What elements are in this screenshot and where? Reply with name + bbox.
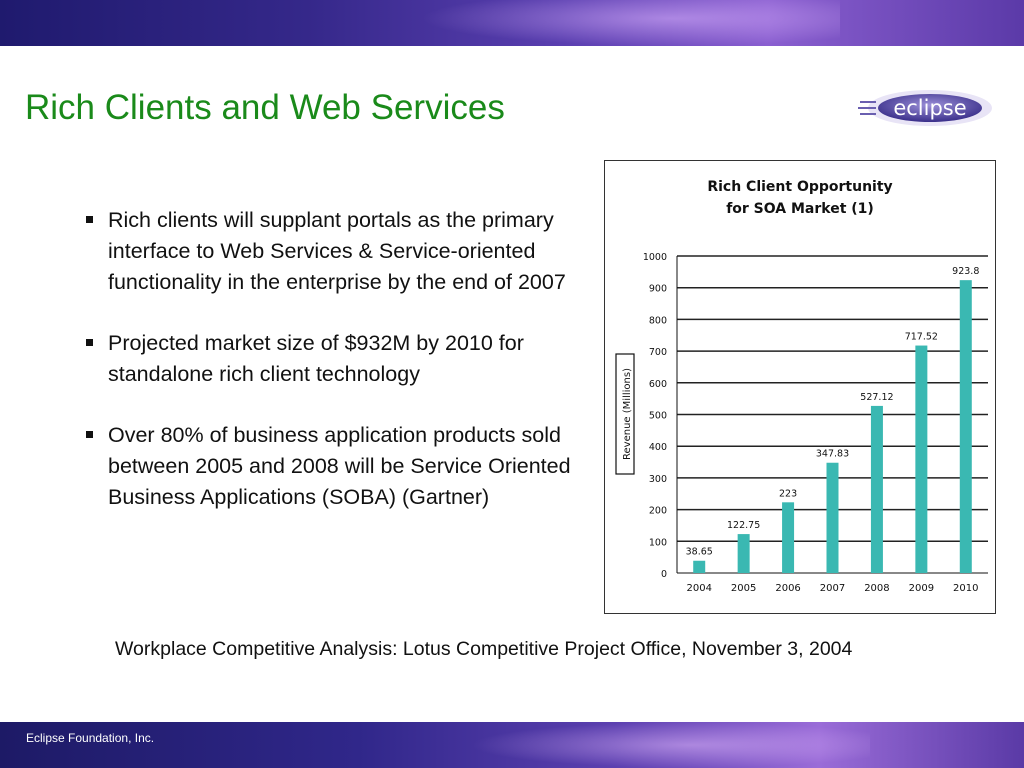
y-tick-label: 700	[649, 347, 667, 358]
bar-value-label: 38.65	[686, 547, 713, 558]
chart-title-line: Rich Client Opportunity	[707, 179, 892, 195]
bar-value-label: 347.83	[816, 449, 849, 460]
bar	[826, 462, 839, 573]
source-caption: Workplace Competitive Analysis: Lotus Co…	[115, 638, 853, 660]
bar	[693, 560, 706, 573]
bar	[782, 502, 795, 573]
bullet-text: Projected market size of $932M by 2010 f…	[108, 331, 524, 386]
y-tick-label: 800	[649, 315, 667, 326]
y-tick-label: 600	[649, 379, 667, 390]
top-banner	[0, 0, 1024, 46]
banner-swoosh	[470, 722, 870, 768]
y-tick-label: 900	[649, 284, 667, 295]
bullet-text: Rich clients will supplant portals as th…	[108, 208, 566, 294]
bar-value-label: 717.52	[905, 332, 938, 343]
bullet-list: Rich clients will supplant portals as th…	[86, 205, 576, 543]
bar-value-label: 122.75	[727, 520, 760, 531]
bullet-item: Projected market size of $932M by 2010 f…	[86, 328, 576, 390]
slide-title: Rich Clients and Web Services	[25, 88, 505, 127]
bullet-square-icon	[86, 216, 93, 223]
y-axis-label-group: Revenue (Millions)	[615, 353, 635, 475]
y-tick-label: 400	[649, 442, 667, 453]
y-tick-label: 300	[649, 474, 667, 485]
x-tick-label: 2008	[864, 583, 889, 594]
x-tick-label: 2010	[953, 583, 978, 594]
eclipse-logo: eclipse	[858, 90, 992, 126]
bullet-square-icon	[86, 339, 93, 346]
bullet-square-icon	[86, 431, 93, 438]
chart-frame: Rich Client Opportunity for SOA Market (1…	[604, 160, 996, 614]
bottom-banner	[0, 722, 1024, 768]
bullet-text: Over 80% of business application product…	[108, 423, 571, 509]
bar	[915, 345, 928, 573]
bar-value-label: 923.8	[952, 266, 979, 277]
logo-text: eclipse	[893, 96, 966, 120]
bar-value-label: 223	[779, 488, 797, 499]
bullet-item: Over 80% of business application product…	[86, 420, 576, 513]
x-tick-label: 2007	[820, 583, 845, 594]
y-tick-label: 0	[661, 569, 667, 580]
revenue-bar-chart: Rich Client Opportunity for SOA Market (1…	[615, 179, 988, 594]
x-tick-label: 2009	[909, 583, 934, 594]
x-tick-label: 2005	[731, 583, 756, 594]
bullet-item: Rich clients will supplant portals as th…	[86, 205, 576, 298]
banner-swoosh	[420, 0, 840, 46]
bar	[959, 280, 972, 573]
chart-title-line: for SOA Market (1)	[726, 201, 874, 217]
y-axis-label-box	[615, 353, 635, 475]
y-axis-label: Revenue (Millions)	[622, 368, 633, 460]
y-tick-label: 1000	[643, 252, 667, 263]
y-tick-label: 200	[649, 506, 667, 517]
bar-value-label: 527.12	[860, 392, 893, 403]
bar	[870, 405, 883, 573]
y-tick-label: 500	[649, 411, 667, 422]
bar	[737, 534, 750, 573]
y-tick-label: 100	[649, 537, 667, 548]
x-tick-label: 2006	[775, 583, 800, 594]
footer-text: Eclipse Foundation, Inc.	[26, 731, 155, 745]
x-tick-label: 2004	[686, 583, 711, 594]
